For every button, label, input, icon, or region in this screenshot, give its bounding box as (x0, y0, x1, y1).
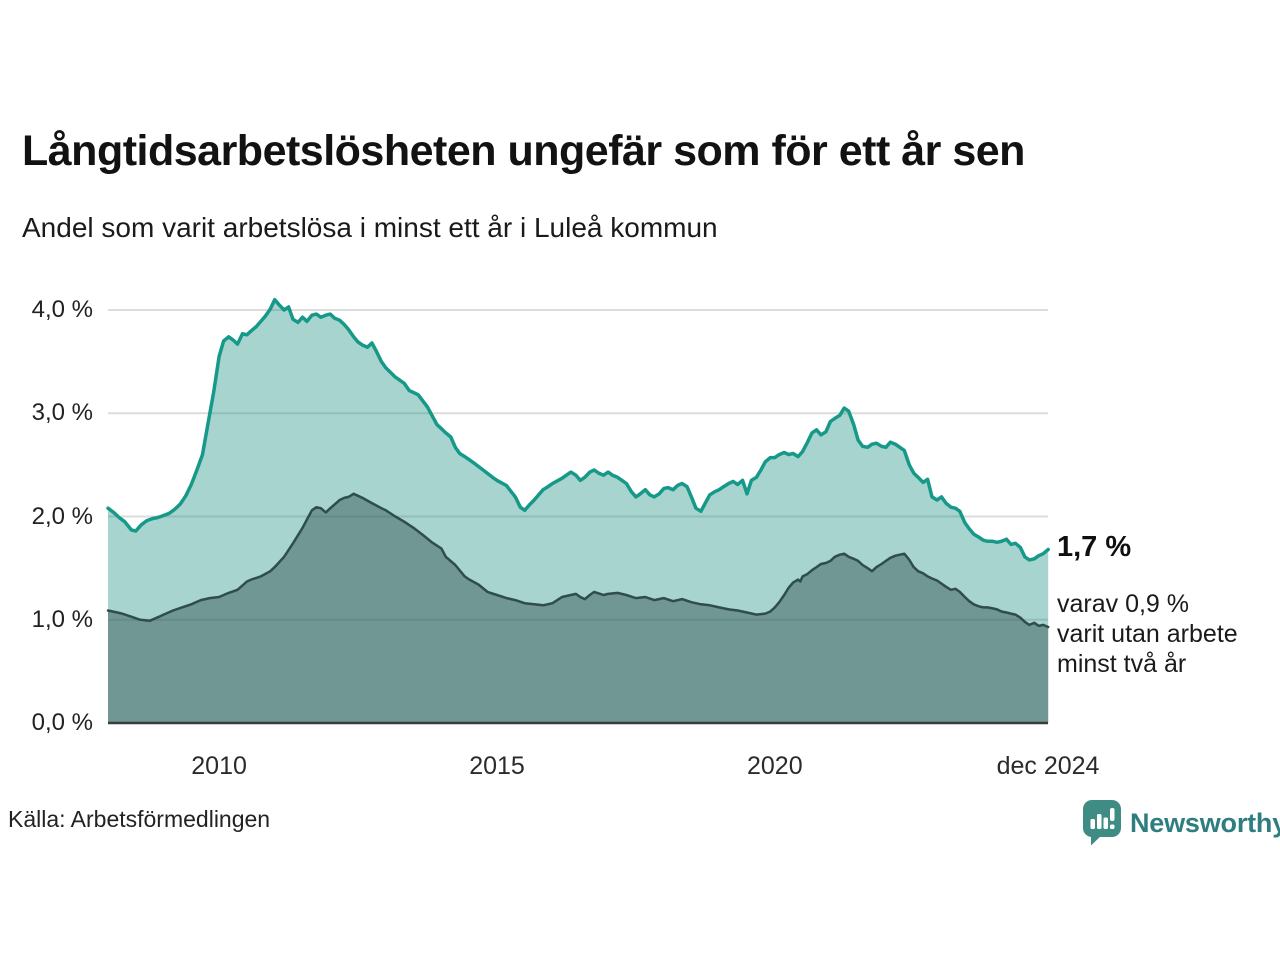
note-line: varit utan arbete (1057, 620, 1238, 648)
arbetslosa-minst-ett-ar-area (108, 299, 1049, 723)
arbetslosa-minst-ett-ar-line (106, 297, 1050, 562)
newsworthy-logo-text: Newsworthy (1130, 807, 1280, 838)
note-line: minst två år (1057, 650, 1187, 678)
chart-title: Långtidsarbetslösheten ungefär som för e… (22, 127, 1025, 175)
note-line: varav 0,9 % (1057, 590, 1190, 618)
arbetslosa-minst-tva-ar-area (108, 493, 1049, 723)
newsworthy-logo: Newsworthy (1082, 795, 1280, 851)
arbetslosa-minst-tva-ar-line (106, 492, 1050, 629)
latest-subset-note: varav 0,9 % varit utan arbete minst två … (1057, 589, 1238, 679)
latest-value-label: 1,7 % (1057, 531, 1132, 563)
source-label: Källa: Arbetsförmedlingen (8, 806, 271, 832)
newsworthy-logo-icon (1083, 800, 1121, 846)
chart-plot-area (106, 297, 1050, 725)
chart-subtitle: Andel som varit arbetslösa i minst ett å… (22, 212, 718, 243)
